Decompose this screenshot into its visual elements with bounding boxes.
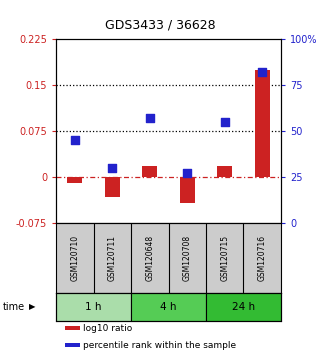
Point bbox=[72, 137, 77, 143]
Text: GSM120715: GSM120715 bbox=[220, 235, 229, 281]
Point bbox=[110, 165, 115, 170]
Text: 1 h: 1 h bbox=[85, 302, 102, 312]
Bar bbox=[65, 343, 80, 347]
Text: GSM120648: GSM120648 bbox=[145, 235, 154, 281]
Bar bbox=[67, 177, 82, 183]
Text: 24 h: 24 h bbox=[232, 302, 255, 312]
Bar bbox=[56, 293, 131, 321]
Bar bbox=[255, 70, 270, 177]
Point bbox=[260, 69, 265, 75]
Bar bbox=[180, 177, 195, 202]
Bar bbox=[217, 166, 232, 177]
Bar bbox=[105, 177, 120, 197]
Text: GSM120710: GSM120710 bbox=[70, 235, 79, 281]
Bar bbox=[206, 293, 281, 321]
Bar bbox=[142, 166, 157, 177]
Text: GSM120708: GSM120708 bbox=[183, 235, 192, 281]
Text: time: time bbox=[3, 302, 25, 312]
Text: 4 h: 4 h bbox=[160, 302, 177, 312]
Point bbox=[222, 119, 227, 125]
Text: ▶: ▶ bbox=[29, 302, 35, 312]
Point bbox=[185, 170, 190, 176]
Bar bbox=[131, 293, 206, 321]
Text: percentile rank within the sample: percentile rank within the sample bbox=[83, 341, 236, 350]
Bar bbox=[65, 326, 80, 330]
Point bbox=[147, 115, 152, 121]
Text: GSM120716: GSM120716 bbox=[258, 235, 267, 281]
Text: log10 ratio: log10 ratio bbox=[83, 324, 132, 332]
Text: GSM120711: GSM120711 bbox=[108, 235, 117, 281]
Text: GDS3433 / 36628: GDS3433 / 36628 bbox=[105, 18, 216, 31]
